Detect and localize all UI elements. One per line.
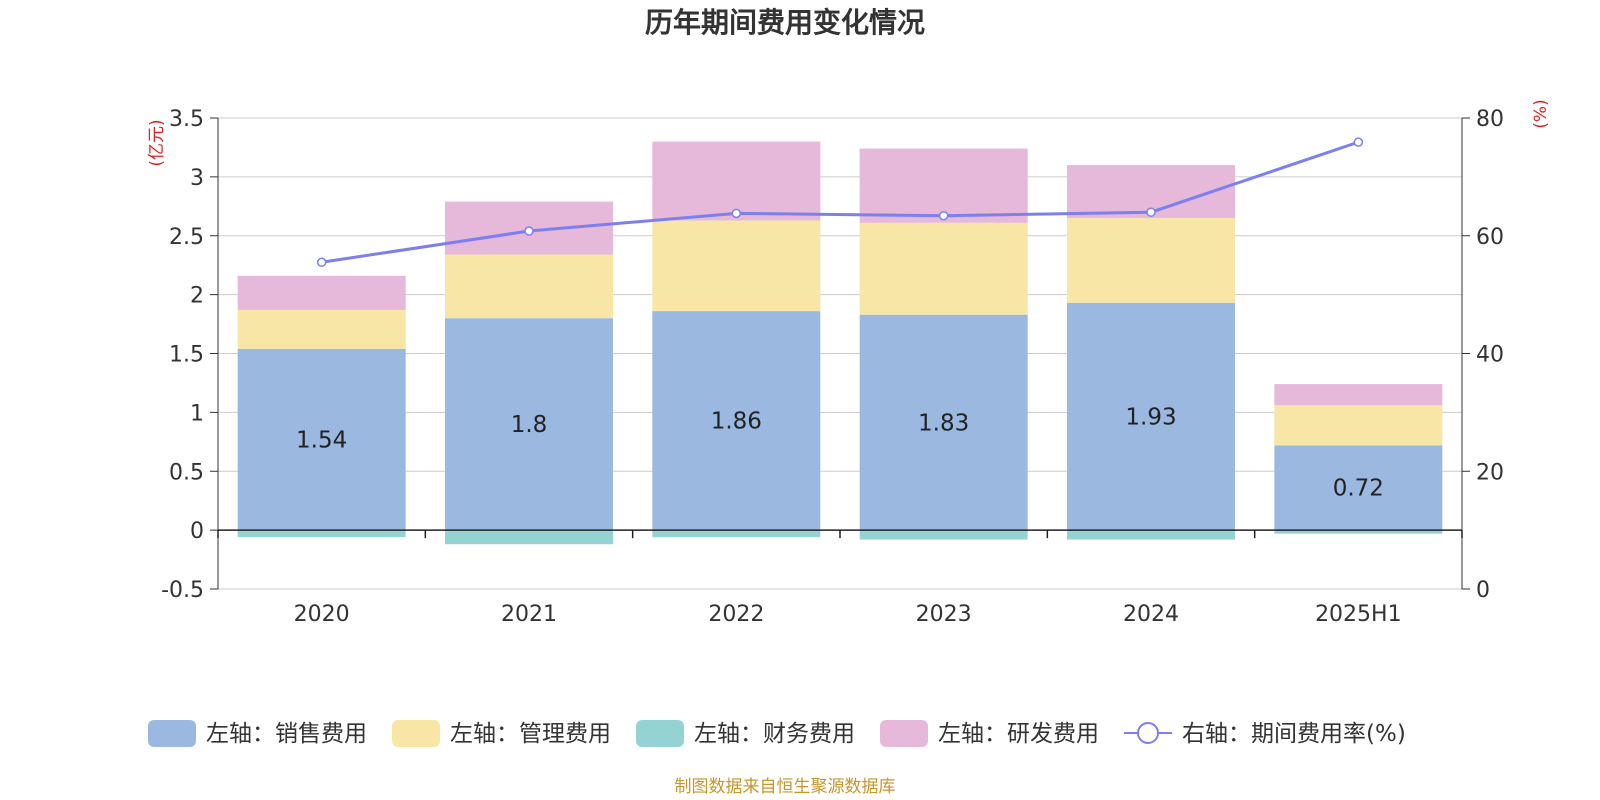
bar-segment-3 — [652, 530, 821, 538]
bar-segment-4 — [1274, 384, 1443, 406]
bar-segment-2 — [237, 309, 406, 349]
bar-segment-2 — [859, 222, 1028, 315]
category-label: 2022 — [708, 602, 764, 627]
left-axis-tick-label: 1.5 — [169, 343, 204, 368]
rate-point — [1353, 137, 1364, 147]
bar-segment-1 — [859, 314, 1028, 531]
legend: 左轴：销售费用 左轴：管理费用 左轴：财务费用 左轴：研发费用 右轴：期间费用率(%) — [148, 720, 1406, 747]
bar-segment-2 — [652, 220, 821, 312]
rate-point — [316, 257, 327, 267]
right-axis-tick-label: 20 — [1476, 460, 1504, 485]
legend-line-marker — [1137, 722, 1159, 744]
data-label: 1.86 — [711, 409, 762, 435]
legend-label-3: 左轴：财务费用 — [694, 721, 855, 747]
data-label: 1.93 — [1125, 404, 1176, 430]
bar-segment-1 — [1067, 302, 1235, 531]
left-axis-tick-label: 2.5 — [169, 225, 204, 250]
data-label: 1.54 — [296, 427, 347, 453]
left-axis-tick-label: 0.5 — [169, 460, 204, 485]
grid-lines — [218, 117, 1462, 590]
right-axis-unit: (%) — [1531, 99, 1551, 128]
left-axis-tick-label: 1 — [190, 401, 204, 426]
bar-segment-3 — [1067, 530, 1235, 540]
left-axis-tick-label: 2 — [190, 284, 204, 309]
bar-segment-3 — [237, 530, 406, 538]
left-axis-unit: (亿元) — [147, 119, 167, 166]
bar-segment-4 — [859, 148, 1028, 223]
rate-line — [321, 140, 1359, 264]
category-label: 2024 — [1123, 602, 1179, 627]
bar-segment-3 — [445, 530, 613, 545]
rate-point — [524, 226, 534, 236]
bar-series — [237, 141, 1443, 545]
right-axis-tick-label: 60 — [1476, 225, 1504, 250]
left-axis-tick-label: 3.5 — [169, 107, 204, 132]
bar-segment-1 — [445, 318, 613, 531]
bar-segment-3 — [859, 530, 1028, 540]
legend-label-5: 右轴：期间费用率(%) — [1182, 721, 1406, 747]
bar-segment-2 — [1067, 218, 1235, 303]
bar-segment-3 — [1274, 530, 1443, 534]
left-axis-tick-label: -0.5 — [161, 578, 204, 603]
bar-segment-1 — [1274, 445, 1443, 531]
rate-point — [938, 210, 949, 221]
data-label: 0.72 — [1333, 476, 1384, 502]
bar-segment-1 — [652, 311, 821, 531]
legend-label-4: 左轴：研发费用 — [938, 721, 1099, 747]
bar-segment-4 — [237, 275, 406, 310]
category-label: 2020 — [294, 602, 350, 627]
chart-title: 历年期间费用变化情况 — [645, 6, 925, 39]
rate-point — [1146, 207, 1156, 217]
bar-segment-1 — [237, 348, 406, 531]
legend-swatch-2 — [392, 720, 440, 747]
bar-segment-4 — [652, 141, 821, 221]
legend-label-2: 左轴：管理费用 — [450, 721, 611, 747]
left-axis-tick-label: 3 — [190, 166, 204, 191]
legend-swatch-4 — [880, 720, 928, 747]
right-axis-tick-label: 80 — [1476, 107, 1504, 132]
data-source-note: 制图数据来自恒生聚源数据库 — [675, 777, 896, 797]
legend-label-1: 左轴：销售费用 — [206, 721, 367, 747]
axes: 3.5 3 2.5 2 1.5 1 0.5 0 -0.5 80 60 40 20 0 2020 2021 202… — [161, 107, 1504, 627]
bar-segment-2 — [1274, 405, 1443, 446]
category-label: 2025H1 — [1315, 602, 1402, 627]
right-axis-tick-label: 0 — [1476, 578, 1490, 603]
line-series — [316, 137, 1364, 267]
category-label: 2023 — [916, 602, 972, 627]
data-labels: 1.54 1.8 1.86 1.83 1.93 0.72 — [296, 404, 1384, 501]
category-label: 2021 — [501, 602, 557, 627]
right-axis-tick-label: 40 — [1476, 343, 1504, 368]
left-axis-tick-label: 0 — [190, 519, 204, 544]
bar-segment-2 — [445, 254, 613, 319]
rate-point — [731, 208, 742, 219]
data-label: 1.8 — [511, 412, 548, 438]
legend-swatch-3 — [636, 720, 684, 747]
data-label: 1.83 — [918, 410, 969, 436]
legend-swatch-1 — [148, 720, 196, 747]
